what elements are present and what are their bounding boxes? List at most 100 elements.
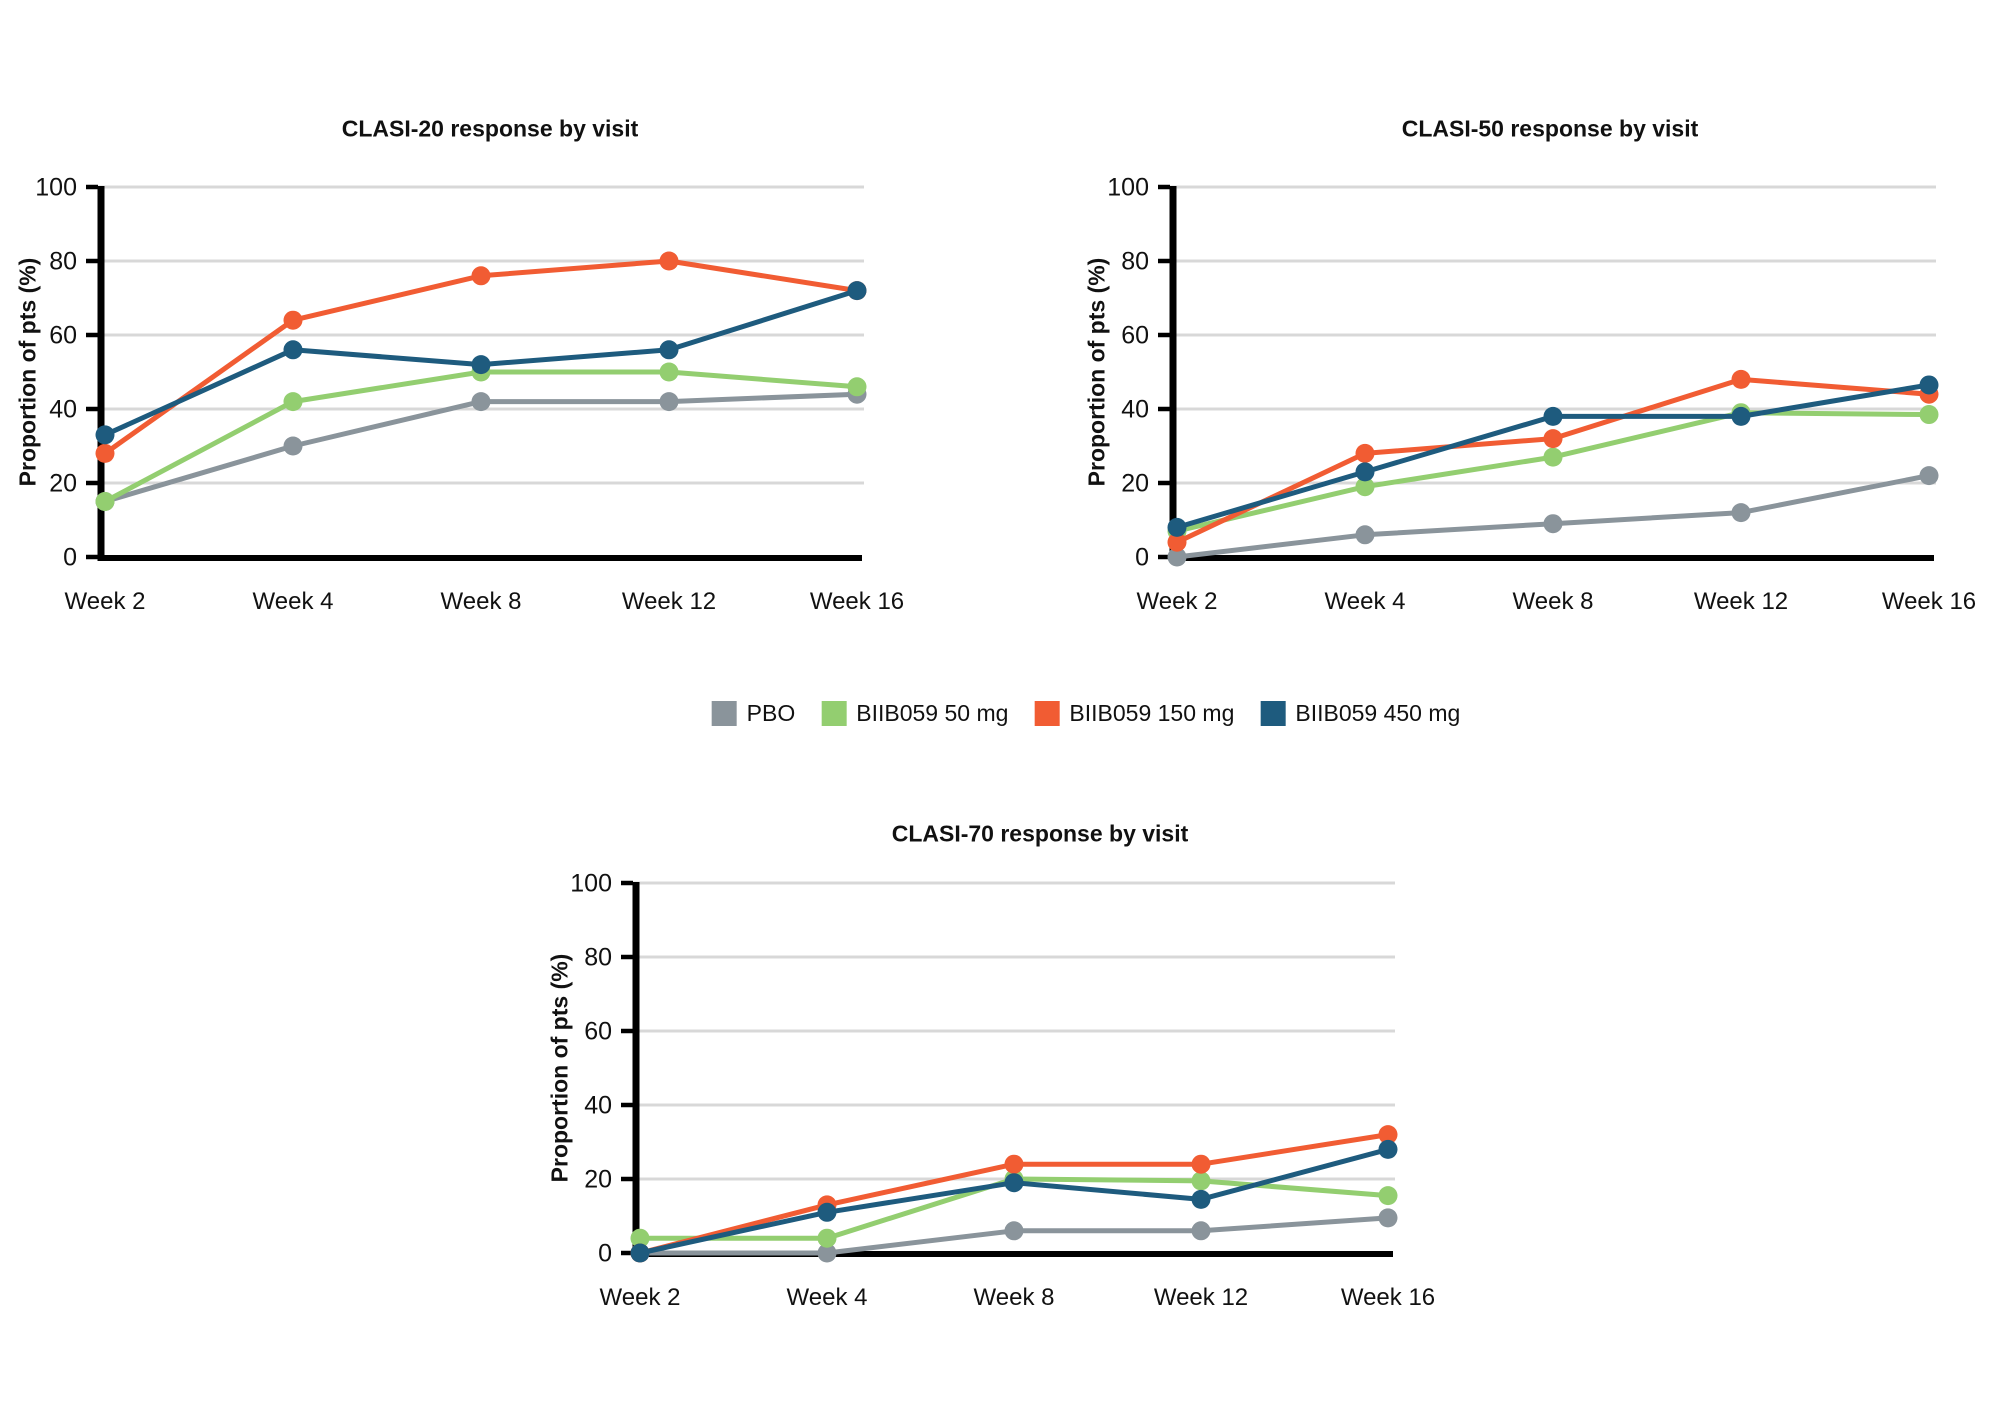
data-point <box>1919 466 1939 486</box>
data-point <box>847 377 867 397</box>
data-point <box>817 1228 837 1248</box>
y-axis-title-clasi-70: Proportion of pts (%) <box>546 953 573 1183</box>
x-tick-label: Week 8 <box>1513 588 1594 615</box>
data-point <box>95 492 115 511</box>
series-biib059-450-mg <box>95 281 867 445</box>
x-tick-label: Week 12 <box>1154 1284 1248 1311</box>
y-axis-title-clasi-50: Proportion of pts (%) <box>1083 257 1110 487</box>
y-tick-label: 20 <box>1121 470 1149 498</box>
data-point <box>1731 503 1751 523</box>
data-point <box>1355 477 1375 497</box>
data-point <box>283 310 303 330</box>
x-tick-label: Week 8 <box>441 588 522 615</box>
y-tick-label: 0 <box>63 544 77 572</box>
data-point <box>1731 369 1751 389</box>
legend-label-biib059-150-mg: BIIB059 150 mg <box>1069 700 1235 726</box>
data-point <box>1355 462 1375 482</box>
legend-swatch-biib059-50-mg <box>821 701 847 726</box>
data-point <box>471 392 491 412</box>
legend-swatch-biib059-150-mg <box>1034 701 1060 726</box>
data-point <box>817 1202 837 1222</box>
legend-label-biib059-50-mg: BIIB059 50 mg <box>856 700 1009 726</box>
y-tick-label: 80 <box>1121 248 1149 276</box>
data-point <box>1378 1125 1398 1145</box>
series-pbo <box>1167 466 1939 567</box>
data-point <box>1543 447 1563 467</box>
x-tick-label: Week 16 <box>1341 1284 1435 1311</box>
legend-item-biib059-50-mg: BIIB059 50 mg <box>821 701 1008 726</box>
data-point <box>95 443 115 463</box>
data-point <box>1919 405 1939 425</box>
data-point <box>1191 1171 1211 1191</box>
data-point <box>817 1243 837 1263</box>
data-point <box>1004 1173 1024 1193</box>
x-tick-label: Week 12 <box>1694 588 1788 615</box>
data-point <box>1004 1154 1024 1174</box>
legend-item-biib059-150-mg: BIIB059 150 mg <box>1034 701 1234 726</box>
legend-label-pbo: PBO <box>746 700 796 726</box>
data-point <box>1167 547 1187 567</box>
data-point <box>1355 443 1375 463</box>
data-point <box>1731 406 1751 426</box>
y-tick-label: 20 <box>584 1166 612 1194</box>
data-point <box>659 392 679 412</box>
series-biib059-450-mg <box>1167 375 1939 537</box>
data-point <box>1543 514 1563 534</box>
x-tick-label: Week 16 <box>810 588 904 615</box>
x-tick-label: Week 4 <box>1325 588 1406 615</box>
y-tick-label: 40 <box>49 396 77 424</box>
data-point <box>1004 1221 1024 1241</box>
data-point <box>1919 375 1939 395</box>
x-tick-label: Week 8 <box>974 1284 1055 1311</box>
y-tick-label: 80 <box>584 944 612 972</box>
legend-label-biib059-450-mg: BIIB059 450 mg <box>1295 700 1461 726</box>
data-point <box>1191 1221 1211 1241</box>
data-point <box>1167 532 1187 552</box>
y-tick-label: 100 <box>570 870 612 898</box>
data-point <box>659 251 679 271</box>
data-point <box>95 425 115 445</box>
legend-item-biib059-450-mg: BIIB059 450 mg <box>1260 701 1460 726</box>
data-point <box>1191 1189 1211 1209</box>
series-biib059-450-mg <box>630 1139 1398 1263</box>
data-point <box>1378 1208 1398 1228</box>
y-tick-label: 80 <box>49 248 77 276</box>
series-pbo <box>630 1208 1398 1263</box>
data-point <box>1167 517 1187 537</box>
data-point <box>630 1243 650 1263</box>
data-point <box>1355 525 1375 545</box>
data-point <box>1543 429 1563 449</box>
x-tick-label: Week 4 <box>253 588 334 615</box>
y-tick-label: 60 <box>1121 322 1149 350</box>
chart-title-clasi-50: CLASI-50 response by visit <box>1401 115 1699 142</box>
x-tick-label: Week 16 <box>1882 588 1976 615</box>
data-point <box>847 281 867 301</box>
data-point <box>630 1228 650 1248</box>
x-tick-label: Week 2 <box>1137 588 1218 615</box>
legend-swatch-biib059-450-mg <box>1260 701 1286 726</box>
y-tick-label: 0 <box>598 1240 612 1268</box>
series-biib059-150-mg <box>630 1125 1398 1263</box>
legend-item-pbo: PBO <box>711 700 796 726</box>
data-point <box>1378 1139 1398 1159</box>
data-point <box>659 362 679 382</box>
x-tick-label: Week 2 <box>65 588 146 615</box>
data-point <box>471 266 491 286</box>
y-tick-label: 100 <box>1107 174 1149 202</box>
chart-title-clasi-70: CLASI-70 response by visit <box>891 820 1189 847</box>
y-tick-label: 40 <box>584 1092 612 1120</box>
chart-title-clasi-20: CLASI-20 response by visit <box>341 115 639 142</box>
y-tick-label: 60 <box>49 322 77 350</box>
data-point <box>659 340 679 360</box>
legend: PBO BIIB059 50 mg BIIB059 150 mg BIIB059 45… <box>711 700 1460 726</box>
x-tick-label: Week 12 <box>622 588 716 615</box>
data-point <box>1543 406 1563 426</box>
y-tick-label: 60 <box>584 1018 612 1046</box>
data-point <box>283 436 303 456</box>
legend-swatch-pbo <box>711 701 737 726</box>
y-tick-label: 100 <box>35 174 77 202</box>
data-point <box>471 355 491 375</box>
